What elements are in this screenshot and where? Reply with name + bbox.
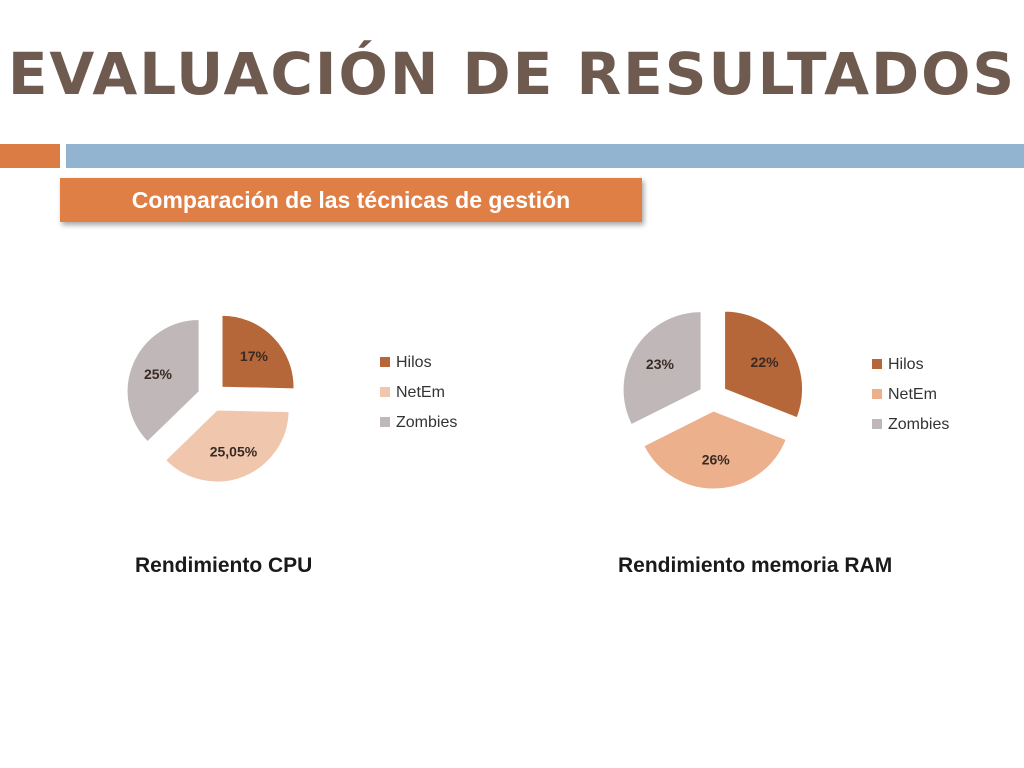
data-label-netem: 25,05% [210, 444, 258, 460]
chart-caption-cpu: Rendimiento CPU [135, 554, 313, 577]
legend-label-hilos: Hilos [396, 354, 432, 371]
subtitle-text: Comparación de las técnicas de gestión [131, 186, 571, 213]
chart-caption-ram: Rendimiento memoria RAM [618, 554, 893, 577]
pie-chart-ram: 22% 26% 23% Hilos NetEm Zombies [622, 310, 949, 490]
legend-swatch-zombies [380, 417, 390, 427]
pie-slice-hilos [724, 310, 804, 419]
legend-label-netem: NetEm [888, 386, 937, 403]
subtitle-banner: Comparación de las técnicas de gestión [60, 178, 642, 222]
legend-label-zombies: Zombies [396, 414, 457, 431]
data-label-hilos: 22% [751, 354, 780, 370]
slide-title: EVALUACIÓN DE RESULTADOS [7, 40, 1017, 108]
legend-label-hilos: Hilos [888, 356, 924, 373]
legend-swatch-hilos [872, 359, 882, 369]
legend-swatch-zombies [872, 419, 882, 429]
legend-swatch-hilos [380, 357, 390, 367]
data-label-zombies: 25% [144, 366, 173, 382]
pie-chart-cpu: 17% 25,05% 25% Hilos NetEm Zombies [126, 314, 457, 483]
data-label-hilos: 17% [240, 348, 269, 364]
data-label-zombies: 23% [646, 356, 675, 372]
legend-label-zombies: Zombies [888, 416, 949, 433]
accent-bar-blue [66, 144, 1024, 168]
pie-slice-netem [643, 410, 787, 490]
pie-slice-netem [164, 409, 290, 483]
data-label-netem: 26% [702, 451, 731, 467]
pie-slice-zombies [126, 319, 200, 443]
pie-slice-hilos [221, 314, 295, 390]
legend-swatch-netem [380, 387, 390, 397]
legend-label-netem: NetEm [396, 384, 445, 401]
accent-bar-orange [0, 144, 60, 168]
pie-slice-zombies [622, 311, 702, 426]
legend-swatch-netem [872, 389, 882, 399]
